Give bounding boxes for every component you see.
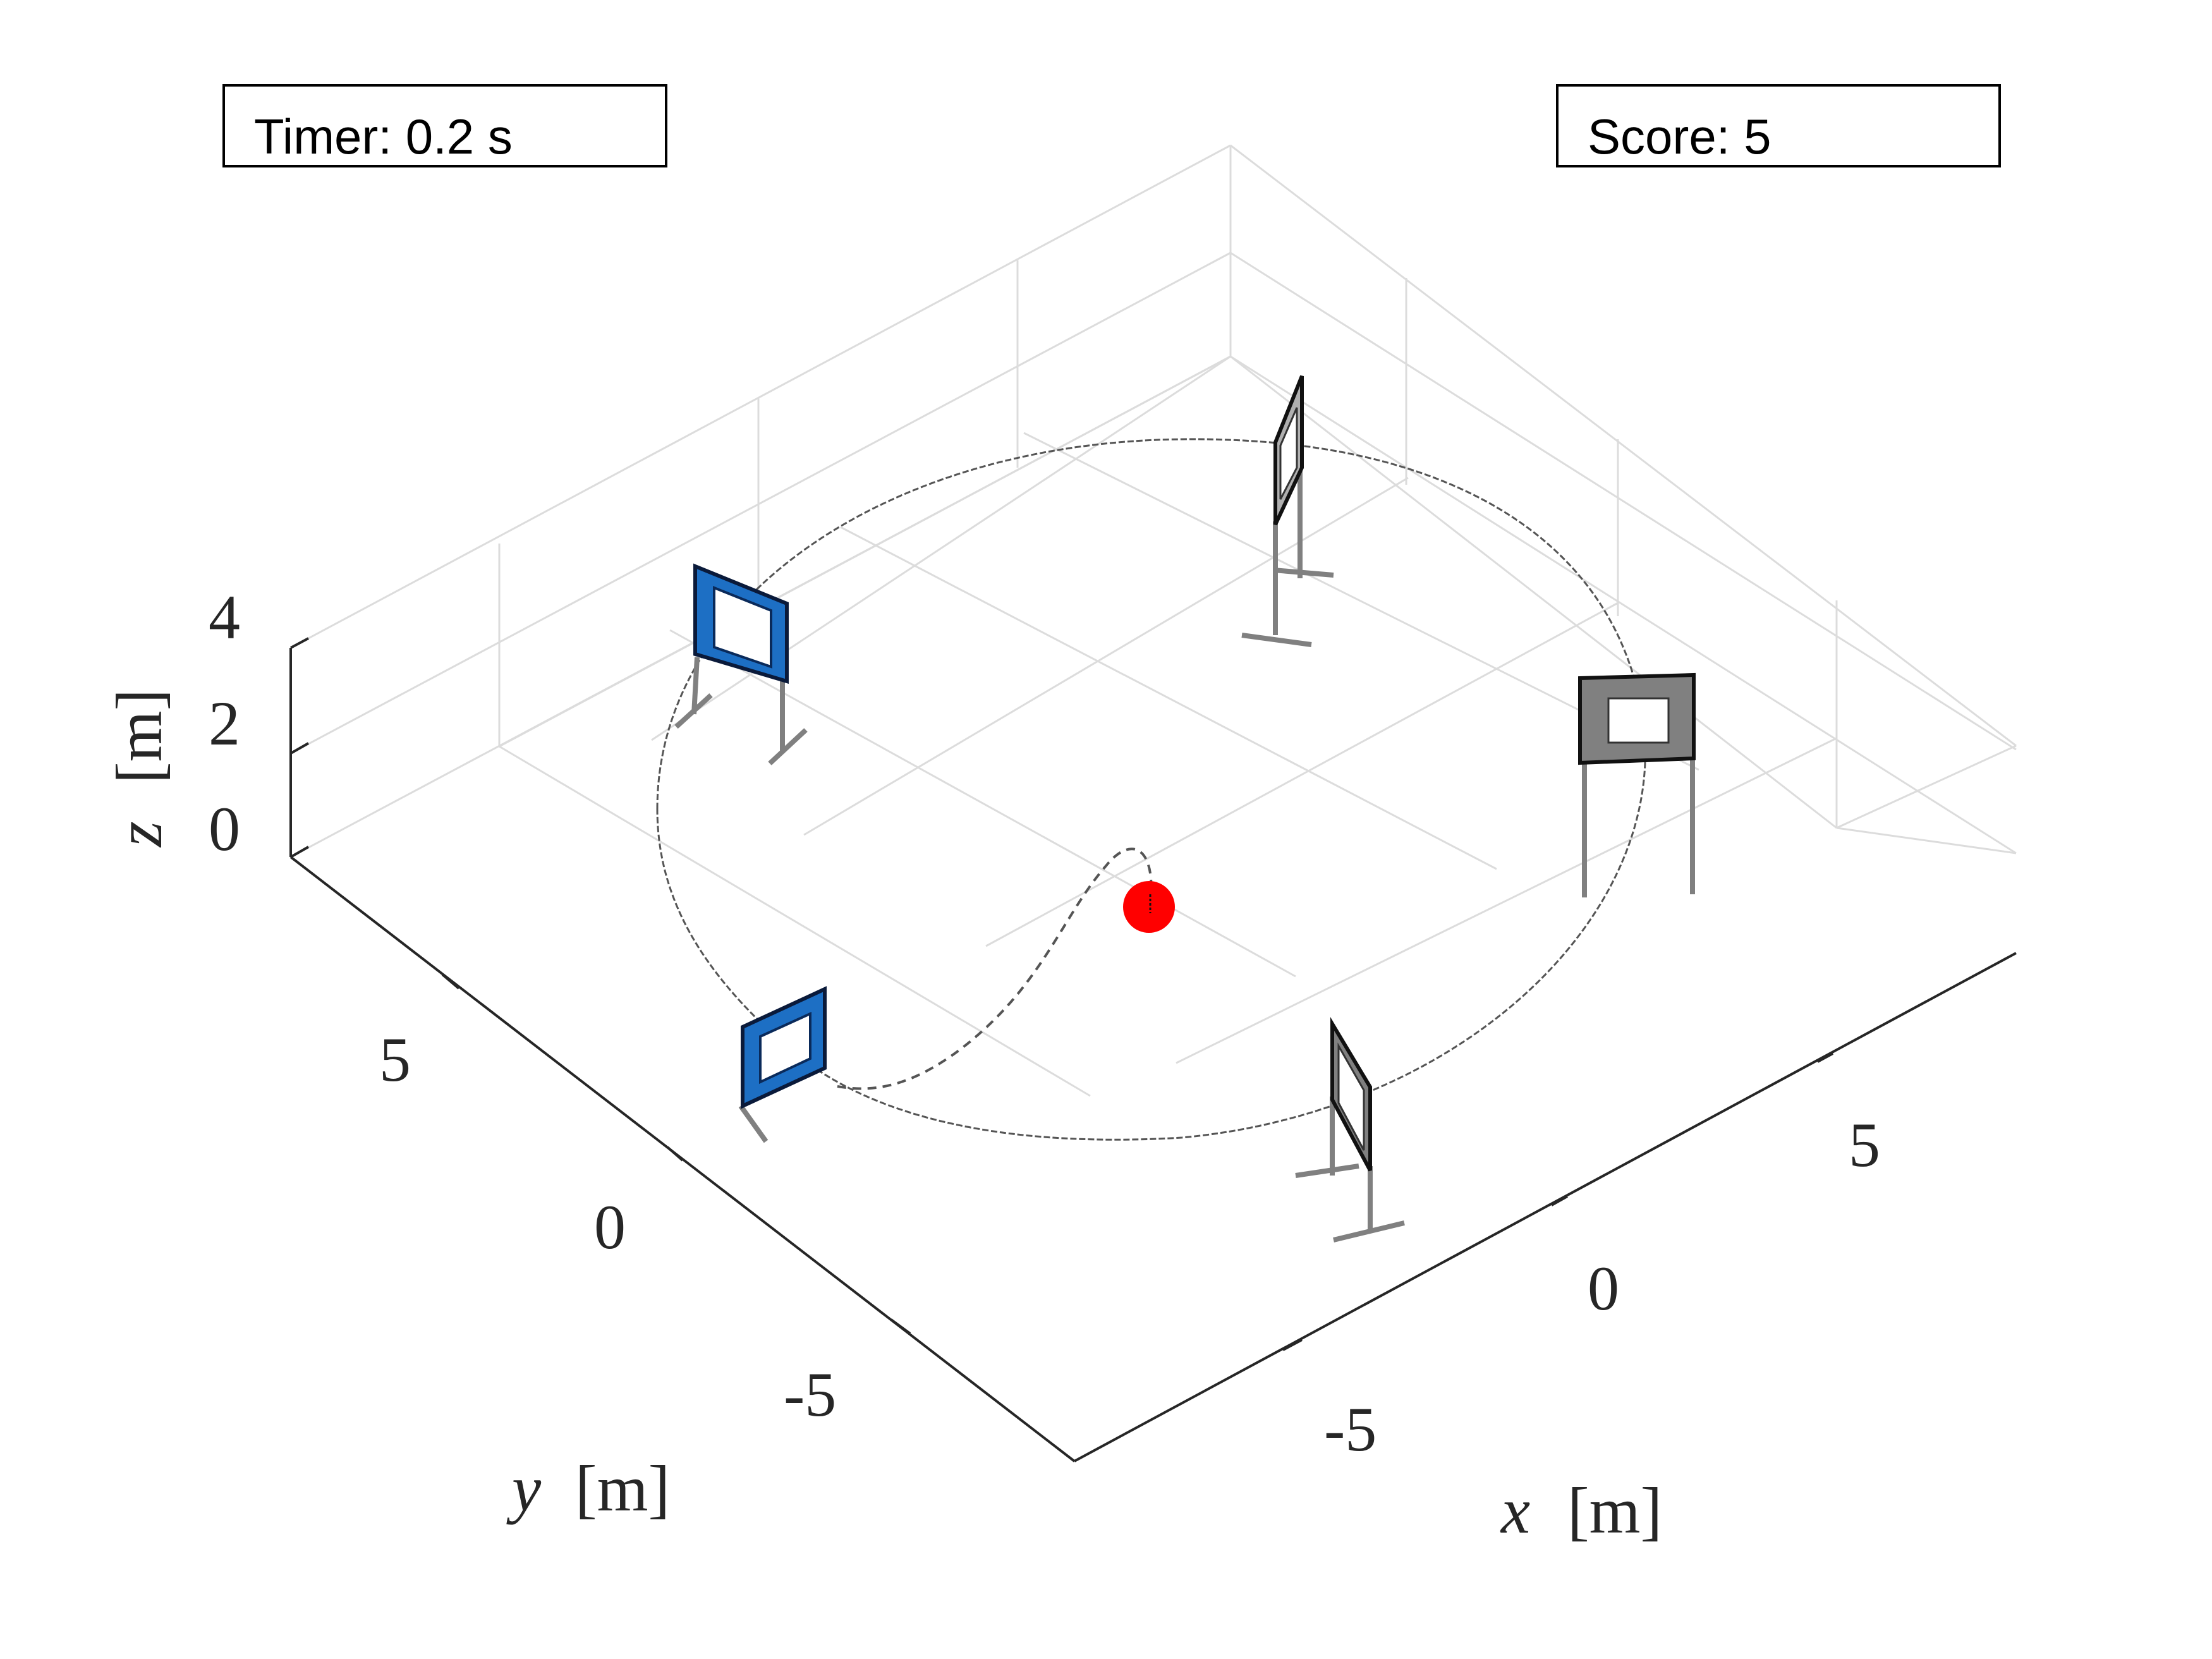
z-tick-label: 2 <box>209 688 240 758</box>
axes <box>289 637 2017 1462</box>
grid <box>289 144 2017 1097</box>
drone <box>1123 881 1175 933</box>
drone-sphere <box>1123 881 1175 933</box>
z-tick-label: 4 <box>209 582 240 652</box>
score-text: Score: 5 <box>1588 109 1771 164</box>
svg-text:x: x <box>1500 1474 1530 1547</box>
y-tick-label: 5 <box>379 1024 411 1095</box>
svg-text:[m]: [m] <box>103 689 176 784</box>
timer-display: Timer: 0.2 s <box>222 84 667 167</box>
x-tick-label: -5 <box>1324 1394 1376 1464</box>
svg-text:[m]: [m] <box>1567 1474 1662 1547</box>
gray-square-gate <box>1578 672 1696 897</box>
thin-gray-gate <box>1295 1017 1405 1243</box>
x-axis-label: x [m] <box>1500 1474 1662 1547</box>
y-tick-label: -5 <box>784 1359 836 1430</box>
x-tick-label: 0 <box>1588 1253 1619 1323</box>
y-axis-label: y [m] <box>506 1452 670 1525</box>
svg-text:y: y <box>506 1452 542 1525</box>
blue-checkered-gate <box>738 986 827 1143</box>
thin-gray-gate <box>1241 375 1334 647</box>
svg-text:z: z <box>103 822 176 848</box>
z-axis-label: z [m] <box>103 689 176 848</box>
blue-checkered-gate <box>674 563 808 765</box>
score-display: Score: 5 <box>1556 84 2001 167</box>
timer-text: Timer: 0.2 s <box>254 109 513 164</box>
reference-trajectory <box>656 438 1646 1141</box>
y-tick-label: 0 <box>594 1192 626 1262</box>
x-axis-line <box>1074 952 2017 1462</box>
x-tick-label: 5 <box>1849 1110 1880 1180</box>
svg-text:[m]: [m] <box>575 1452 670 1525</box>
z-tick-label: 0 <box>209 794 240 864</box>
ellipse-path <box>656 438 1646 1141</box>
drone-path <box>834 848 1153 1090</box>
